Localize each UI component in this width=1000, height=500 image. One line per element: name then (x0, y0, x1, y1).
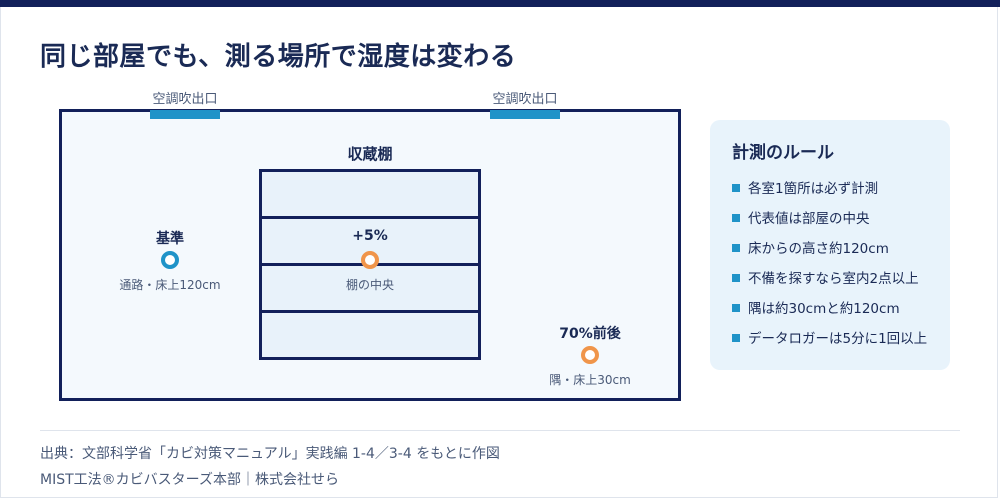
square-bullet-icon (732, 274, 740, 282)
rule-text: 代表値は部屋の中央 (748, 211, 870, 227)
rule-item: 不備を探すなら室内2点以上 (732, 267, 919, 287)
point-shelf-marker (361, 251, 379, 269)
rule-text: 不備を探すなら室内2点以上 (748, 271, 919, 287)
rule-item: 各室1箇所は必ず計測 (732, 177, 878, 197)
square-bullet-icon (732, 304, 740, 312)
square-bullet-icon (732, 184, 740, 192)
point-shelf-sub: 棚の中央 (345, 278, 394, 292)
point-shelf-label: +5% (352, 228, 388, 244)
point-corner-sub: 隅・床上30cm (549, 373, 631, 387)
rule-item: 代表値は部屋の中央 (732, 207, 870, 227)
point-baseline-sub: 通路・床上120cm (119, 278, 221, 292)
rule-item: 隅は約30cmと約120cm (732, 297, 900, 317)
square-bullet-icon (732, 334, 740, 342)
rule-item: データロガーは5分に1回以上 (732, 327, 927, 347)
rule-text: データロガーは5分に1回以上 (748, 331, 928, 347)
vent-left (150, 110, 220, 119)
author-credit: MIST工法®カビバスターズ本部｜株式会社せら (40, 472, 339, 488)
point-corner-label: 70%前後 (559, 326, 621, 342)
square-bullet-icon (732, 214, 740, 222)
rule-text: 各室1箇所は必ず計測 (748, 181, 879, 197)
footer-divider (40, 430, 960, 431)
shelf-tier-1 (259, 169, 481, 219)
top-accent-bar (0, 0, 1000, 7)
point-corner-marker (581, 346, 599, 364)
card-frame (0, 7, 998, 498)
rule-item: 床からの高さ約120cm (732, 237, 889, 257)
rule-text: 床からの高さ約120cm (748, 241, 889, 257)
point-baseline-label: 基準 (156, 231, 184, 247)
source-citation: 出典：文部科学省「カビ対策マニュアル」実践編 1-4／3-4 をもとに作図 (40, 446, 500, 462)
point-baseline-marker (161, 251, 179, 269)
page-title: 同じ部屋でも、測る場所で湿度は変わる (40, 42, 517, 72)
rules-title: 計測のルール (732, 143, 834, 163)
vent-right (490, 110, 560, 119)
shelf-label: 収蔵棚 (347, 145, 393, 163)
rules-panel: 計測のルール 各室1箇所は必ず計測 代表値は部屋の中央 床からの高さ約120cm… (710, 120, 950, 370)
square-bullet-icon (732, 244, 740, 252)
shelf-tier-4 (259, 310, 481, 360)
vent-label-left: 空調吹出口 (152, 92, 218, 107)
rule-text: 隅は約30cmと約120cm (748, 301, 900, 317)
vent-label-right: 空調吹出口 (492, 92, 558, 107)
